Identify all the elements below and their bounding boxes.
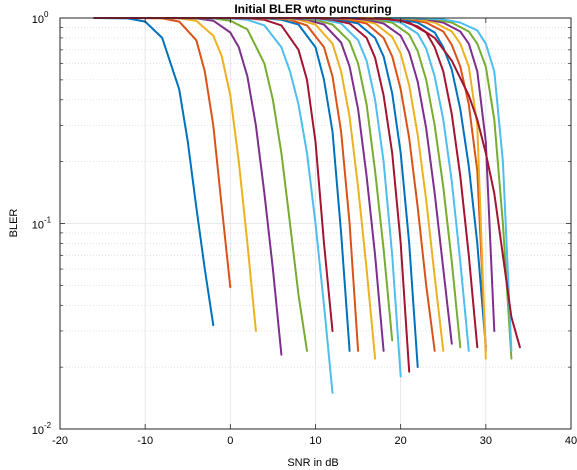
x-tick-label: 0 <box>227 435 233 447</box>
y-tick-base: 10 <box>32 425 44 437</box>
x-tick-label: 40 <box>565 435 577 447</box>
y-tick-exponent: -2 <box>44 421 52 430</box>
y-tick-label: 10 0 <box>32 10 49 26</box>
y-axis-label: BLER <box>8 209 20 238</box>
y-tick-exponent: 0 <box>44 10 49 19</box>
chart-title: Initial BLER wto puncturing <box>234 2 391 16</box>
series-line <box>161 17 283 356</box>
y-tick-base: 10 <box>32 14 44 26</box>
x-tick-label: -20 <box>52 435 68 447</box>
tick-marks <box>59 17 572 430</box>
y-tick-exponent: -1 <box>44 216 52 225</box>
series-line <box>195 17 334 394</box>
x-tick-label: -10 <box>137 435 153 447</box>
series-line <box>178 17 308 352</box>
x-tick-label: 10 <box>309 435 321 447</box>
x-tick-label: 20 <box>395 435 407 447</box>
y-tick-base: 10 <box>32 220 44 232</box>
series-line <box>93 17 215 327</box>
x-axis-label: SNR in dB <box>287 457 338 469</box>
y-tick-label: 10 -1 <box>32 216 52 232</box>
y-tick-label: 10 -2 <box>32 421 52 437</box>
x-tick-labels: -20 -10 0 10 20 30 40 <box>52 435 577 447</box>
series-line <box>391 17 513 352</box>
x-tick-label: 30 <box>480 435 492 447</box>
